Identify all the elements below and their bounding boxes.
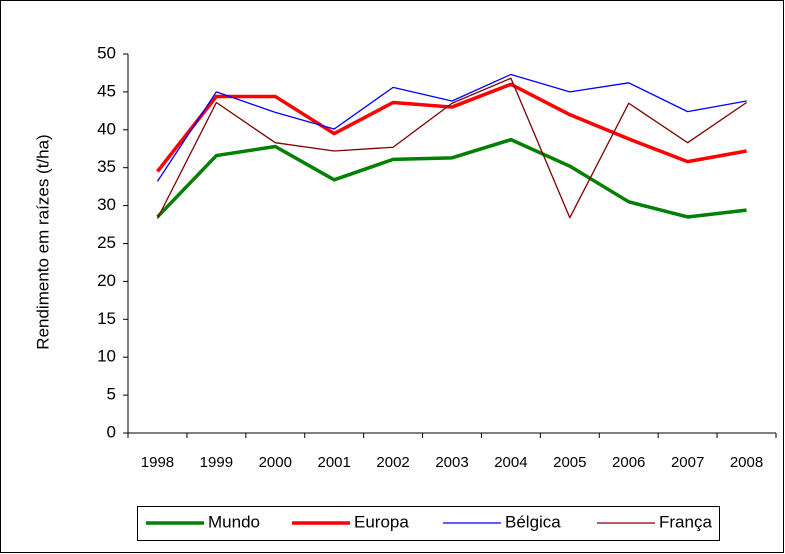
y-tick-label: 0: [107, 422, 116, 441]
y-tick-label: 5: [107, 385, 116, 404]
y-tick-label: 40: [97, 119, 116, 138]
legend-label: Europa: [354, 512, 409, 531]
y-tick-label: 25: [97, 233, 116, 252]
x-tick-label: 2004: [494, 454, 527, 471]
y-axis-label: Rendimento em raízes (t/ha): [33, 134, 52, 349]
x-tick-label: 2002: [376, 454, 409, 471]
series-line: [156, 82, 747, 173]
series-line: [156, 73, 747, 182]
x-tick-label: 2001: [317, 454, 350, 471]
y-tick-label: 20: [97, 271, 116, 290]
x-tick-label: 1998: [141, 454, 174, 471]
series-line: [156, 137, 747, 219]
series-line: [156, 77, 747, 219]
y-tick-label: 30: [97, 195, 116, 214]
x-tick-label: 1999: [200, 454, 233, 471]
legend-label: Mundo: [208, 512, 260, 531]
x-tick-label: 2006: [612, 454, 645, 471]
x-tick-label: 2007: [671, 454, 704, 471]
x-tick-label: 2000: [259, 454, 292, 471]
x-tick-label: 2003: [435, 454, 468, 471]
y-tick-label: 35: [97, 157, 116, 176]
y-tick-label: 10: [97, 347, 116, 366]
y-tick-label: 15: [97, 309, 116, 328]
y-tick-label: 45: [97, 81, 116, 100]
y-tick-label: 50: [97, 43, 116, 62]
x-tick-label: 2005: [553, 454, 586, 471]
legend-label: Bélgica: [505, 512, 561, 531]
legend-label: França: [659, 512, 712, 531]
x-tick-label: 2008: [730, 454, 763, 471]
